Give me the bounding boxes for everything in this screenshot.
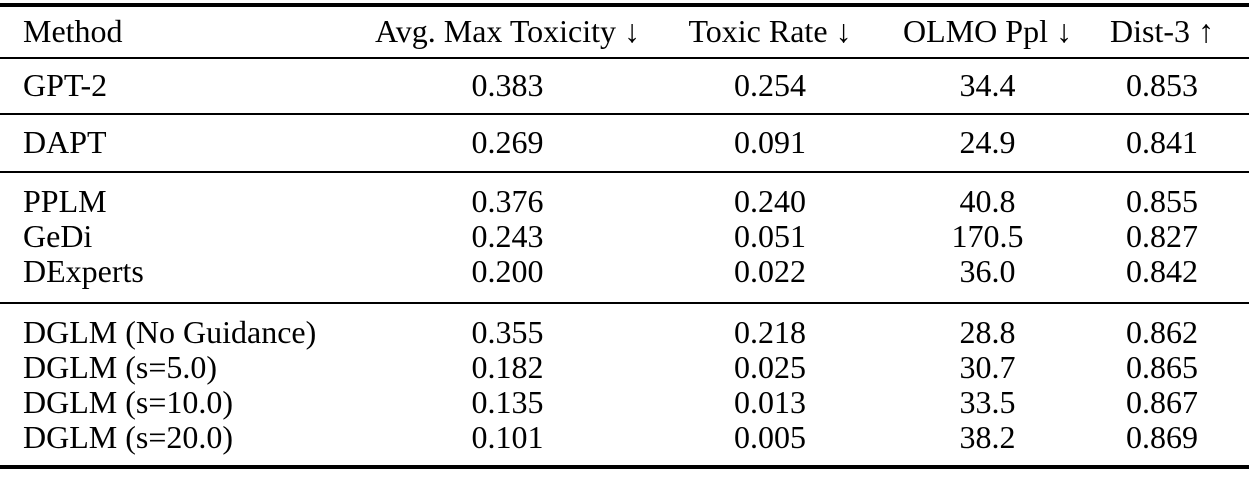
method-cell: PPLM xyxy=(23,183,107,219)
group-dapt: DAPT 0.269 0.091 24.9 0.841 xyxy=(0,114,1249,172)
olmo-ppl-cell: 24.9 xyxy=(959,124,1016,160)
column-header-label: Dist-3 xyxy=(1110,13,1190,49)
column-header-label: OLMO Ppl xyxy=(903,13,1048,49)
toxic-rate-cell: 0.022 xyxy=(734,253,806,289)
table-header: Method Avg. Max Toxicity ↓ Toxic Rate ↓ OL… xyxy=(0,5,1249,58)
avg-max-toxicity-cell: 0.135 xyxy=(471,384,544,420)
group-gpt2: GPT-2 0.383 0.254 34.4 0.853 xyxy=(0,58,1249,114)
group-guided-decoding: PPLM 0.376 0.240 40.8 0.855 GeDi 0.243 0… xyxy=(0,172,1249,303)
table-row: PPLM 0.376 0.240 40.8 0.855 xyxy=(0,172,1249,219)
toxic-rate-cell: 0.240 xyxy=(734,183,806,219)
toxic-rate-cell: 0.218 xyxy=(734,314,806,350)
table-row: GeDi 0.243 0.051 170.5 0.827 xyxy=(0,219,1249,254)
dist-3-cell: 0.862 xyxy=(1126,314,1198,350)
olmo-ppl-cell: 34.4 xyxy=(959,67,1016,103)
dist-3-cell: 0.827 xyxy=(1126,218,1198,254)
olmo-ppl-cell: 170.5 xyxy=(951,218,1024,254)
table-row: DGLM (s=20.0) 0.101 0.005 38.2 0.869 xyxy=(0,420,1249,467)
table-row: DGLM (s=5.0) 0.182 0.025 30.7 0.865 xyxy=(0,350,1249,385)
column-header-dist-3: Dist-3 ↑ xyxy=(1075,5,1249,58)
dist-3-cell: 0.842 xyxy=(1126,253,1198,289)
olmo-ppl-cell: 40.8 xyxy=(959,183,1016,219)
toxic-rate-cell: 0.254 xyxy=(734,67,806,103)
olmo-ppl-cell: 33.5 xyxy=(959,384,1016,420)
table-row: DGLM (s=10.0) 0.135 0.013 33.5 0.867 xyxy=(0,385,1249,420)
down-arrow-icon: ↓ xyxy=(624,13,640,49)
table-row: DExperts 0.200 0.022 36.0 0.842 xyxy=(0,254,1249,303)
method-cell: DGLM (No Guidance) xyxy=(23,314,317,350)
method-cell: DGLM (s=10.0) xyxy=(23,384,234,420)
table-row: DGLM (No Guidance) 0.355 0.218 28.8 0.86… xyxy=(0,303,1249,350)
toxic-rate-cell: 0.013 xyxy=(734,384,806,420)
avg-max-toxicity-cell: 0.383 xyxy=(471,67,544,103)
group-dglm: DGLM (No Guidance) 0.355 0.218 28.8 0.86… xyxy=(0,303,1249,467)
toxic-rate-cell: 0.025 xyxy=(734,349,806,385)
column-header-method: Method xyxy=(0,5,375,58)
method-cell: DGLM (s=5.0) xyxy=(23,349,218,385)
column-header-toxic-rate: Toxic Rate ↓ xyxy=(640,5,900,58)
avg-max-toxicity-cell: 0.269 xyxy=(471,124,544,160)
column-header-label: Avg. Max Toxicity xyxy=(375,13,616,49)
avg-max-toxicity-cell: 0.243 xyxy=(471,218,544,254)
method-cell: DGLM (s=20.0) xyxy=(23,419,234,455)
toxic-rate-cell: 0.005 xyxy=(734,419,806,455)
olmo-ppl-cell: 36.0 xyxy=(959,253,1016,289)
olmo-ppl-cell: 38.2 xyxy=(959,419,1016,455)
olmo-ppl-cell: 30.7 xyxy=(959,349,1016,385)
table-row: GPT-2 0.383 0.254 34.4 0.853 xyxy=(0,58,1249,114)
up-arrow-icon: ↑ xyxy=(1198,13,1214,49)
header-row: Method Avg. Max Toxicity ↓ Toxic Rate ↓ OL… xyxy=(0,5,1249,58)
down-arrow-icon: ↓ xyxy=(1055,13,1072,49)
down-arrow-icon: ↓ xyxy=(835,13,852,49)
avg-max-toxicity-cell: 0.376 xyxy=(471,183,544,219)
avg-max-toxicity-cell: 0.200 xyxy=(471,253,544,289)
toxic-rate-cell: 0.051 xyxy=(734,218,806,254)
dist-3-cell: 0.853 xyxy=(1126,67,1198,103)
avg-max-toxicity-cell: 0.182 xyxy=(471,349,544,385)
dist-3-cell: 0.855 xyxy=(1126,183,1198,219)
method-cell: GeDi xyxy=(23,218,93,254)
dist-3-cell: 0.867 xyxy=(1126,384,1198,420)
method-cell: GPT-2 xyxy=(23,67,108,103)
column-header-avg-max-toxicity: Avg. Max Toxicity ↓ xyxy=(375,5,640,58)
dist-3-cell: 0.841 xyxy=(1126,124,1198,160)
avg-max-toxicity-cell: 0.355 xyxy=(471,314,544,350)
avg-max-toxicity-cell: 0.101 xyxy=(471,419,544,455)
table-row: DAPT 0.269 0.091 24.9 0.841 xyxy=(0,114,1249,172)
dist-3-cell: 0.865 xyxy=(1126,349,1198,385)
method-cell: DExperts xyxy=(23,253,144,289)
column-header-olmo-ppl: OLMO Ppl ↓ xyxy=(900,5,1075,58)
method-cell: DAPT xyxy=(23,124,107,160)
column-header-label: Toxic Rate xyxy=(688,13,828,49)
column-header-label: Method xyxy=(23,13,123,49)
dist-3-cell: 0.869 xyxy=(1126,419,1198,455)
olmo-ppl-cell: 28.8 xyxy=(959,314,1016,350)
toxic-rate-cell: 0.091 xyxy=(734,124,806,160)
results-table: Method Avg. Max Toxicity ↓ Toxic Rate ↓ OL… xyxy=(0,3,1249,469)
